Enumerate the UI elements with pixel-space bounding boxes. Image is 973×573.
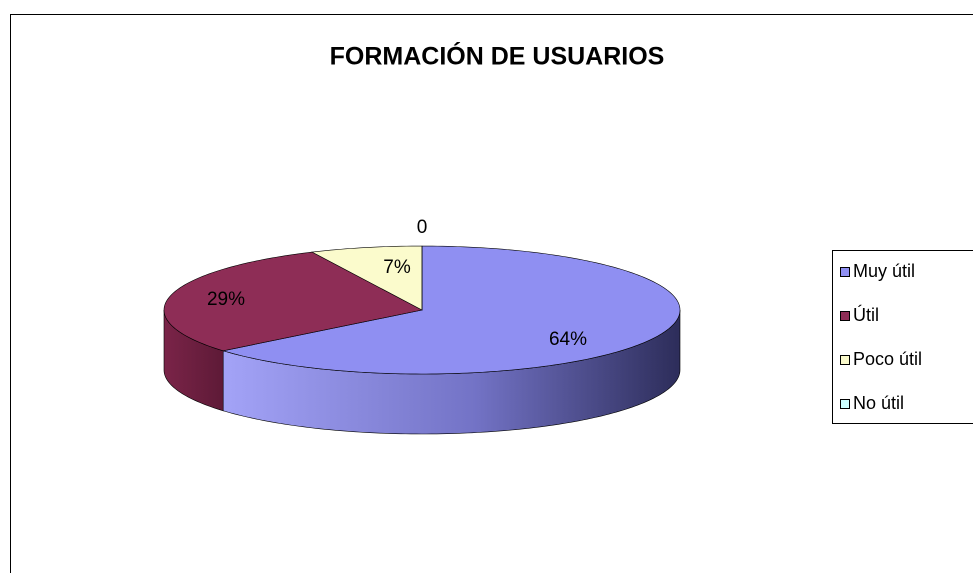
pie-slice: [311, 245, 423, 311]
legend-label: Útil: [853, 304, 879, 325]
legend-swatch: [840, 267, 850, 277]
data-label: 0: [417, 217, 428, 238]
legend-label: No útil: [853, 393, 904, 413]
legend-label: Poco útil: [853, 349, 922, 369]
pie-slice: [163, 251, 423, 352]
chart-title: FORMACIÓN DE USUARIOS: [330, 41, 665, 71]
pie-slice: [223, 245, 681, 375]
data-label: 7%: [383, 257, 411, 278]
legend-swatch: [840, 399, 850, 409]
data-label: 64%: [549, 329, 587, 350]
data-label: 29%: [207, 289, 245, 310]
legend-label: Muy útil: [853, 261, 915, 281]
legend-swatch: [840, 355, 850, 365]
legend-swatch: [840, 311, 850, 321]
legend-box: [832, 250, 973, 424]
